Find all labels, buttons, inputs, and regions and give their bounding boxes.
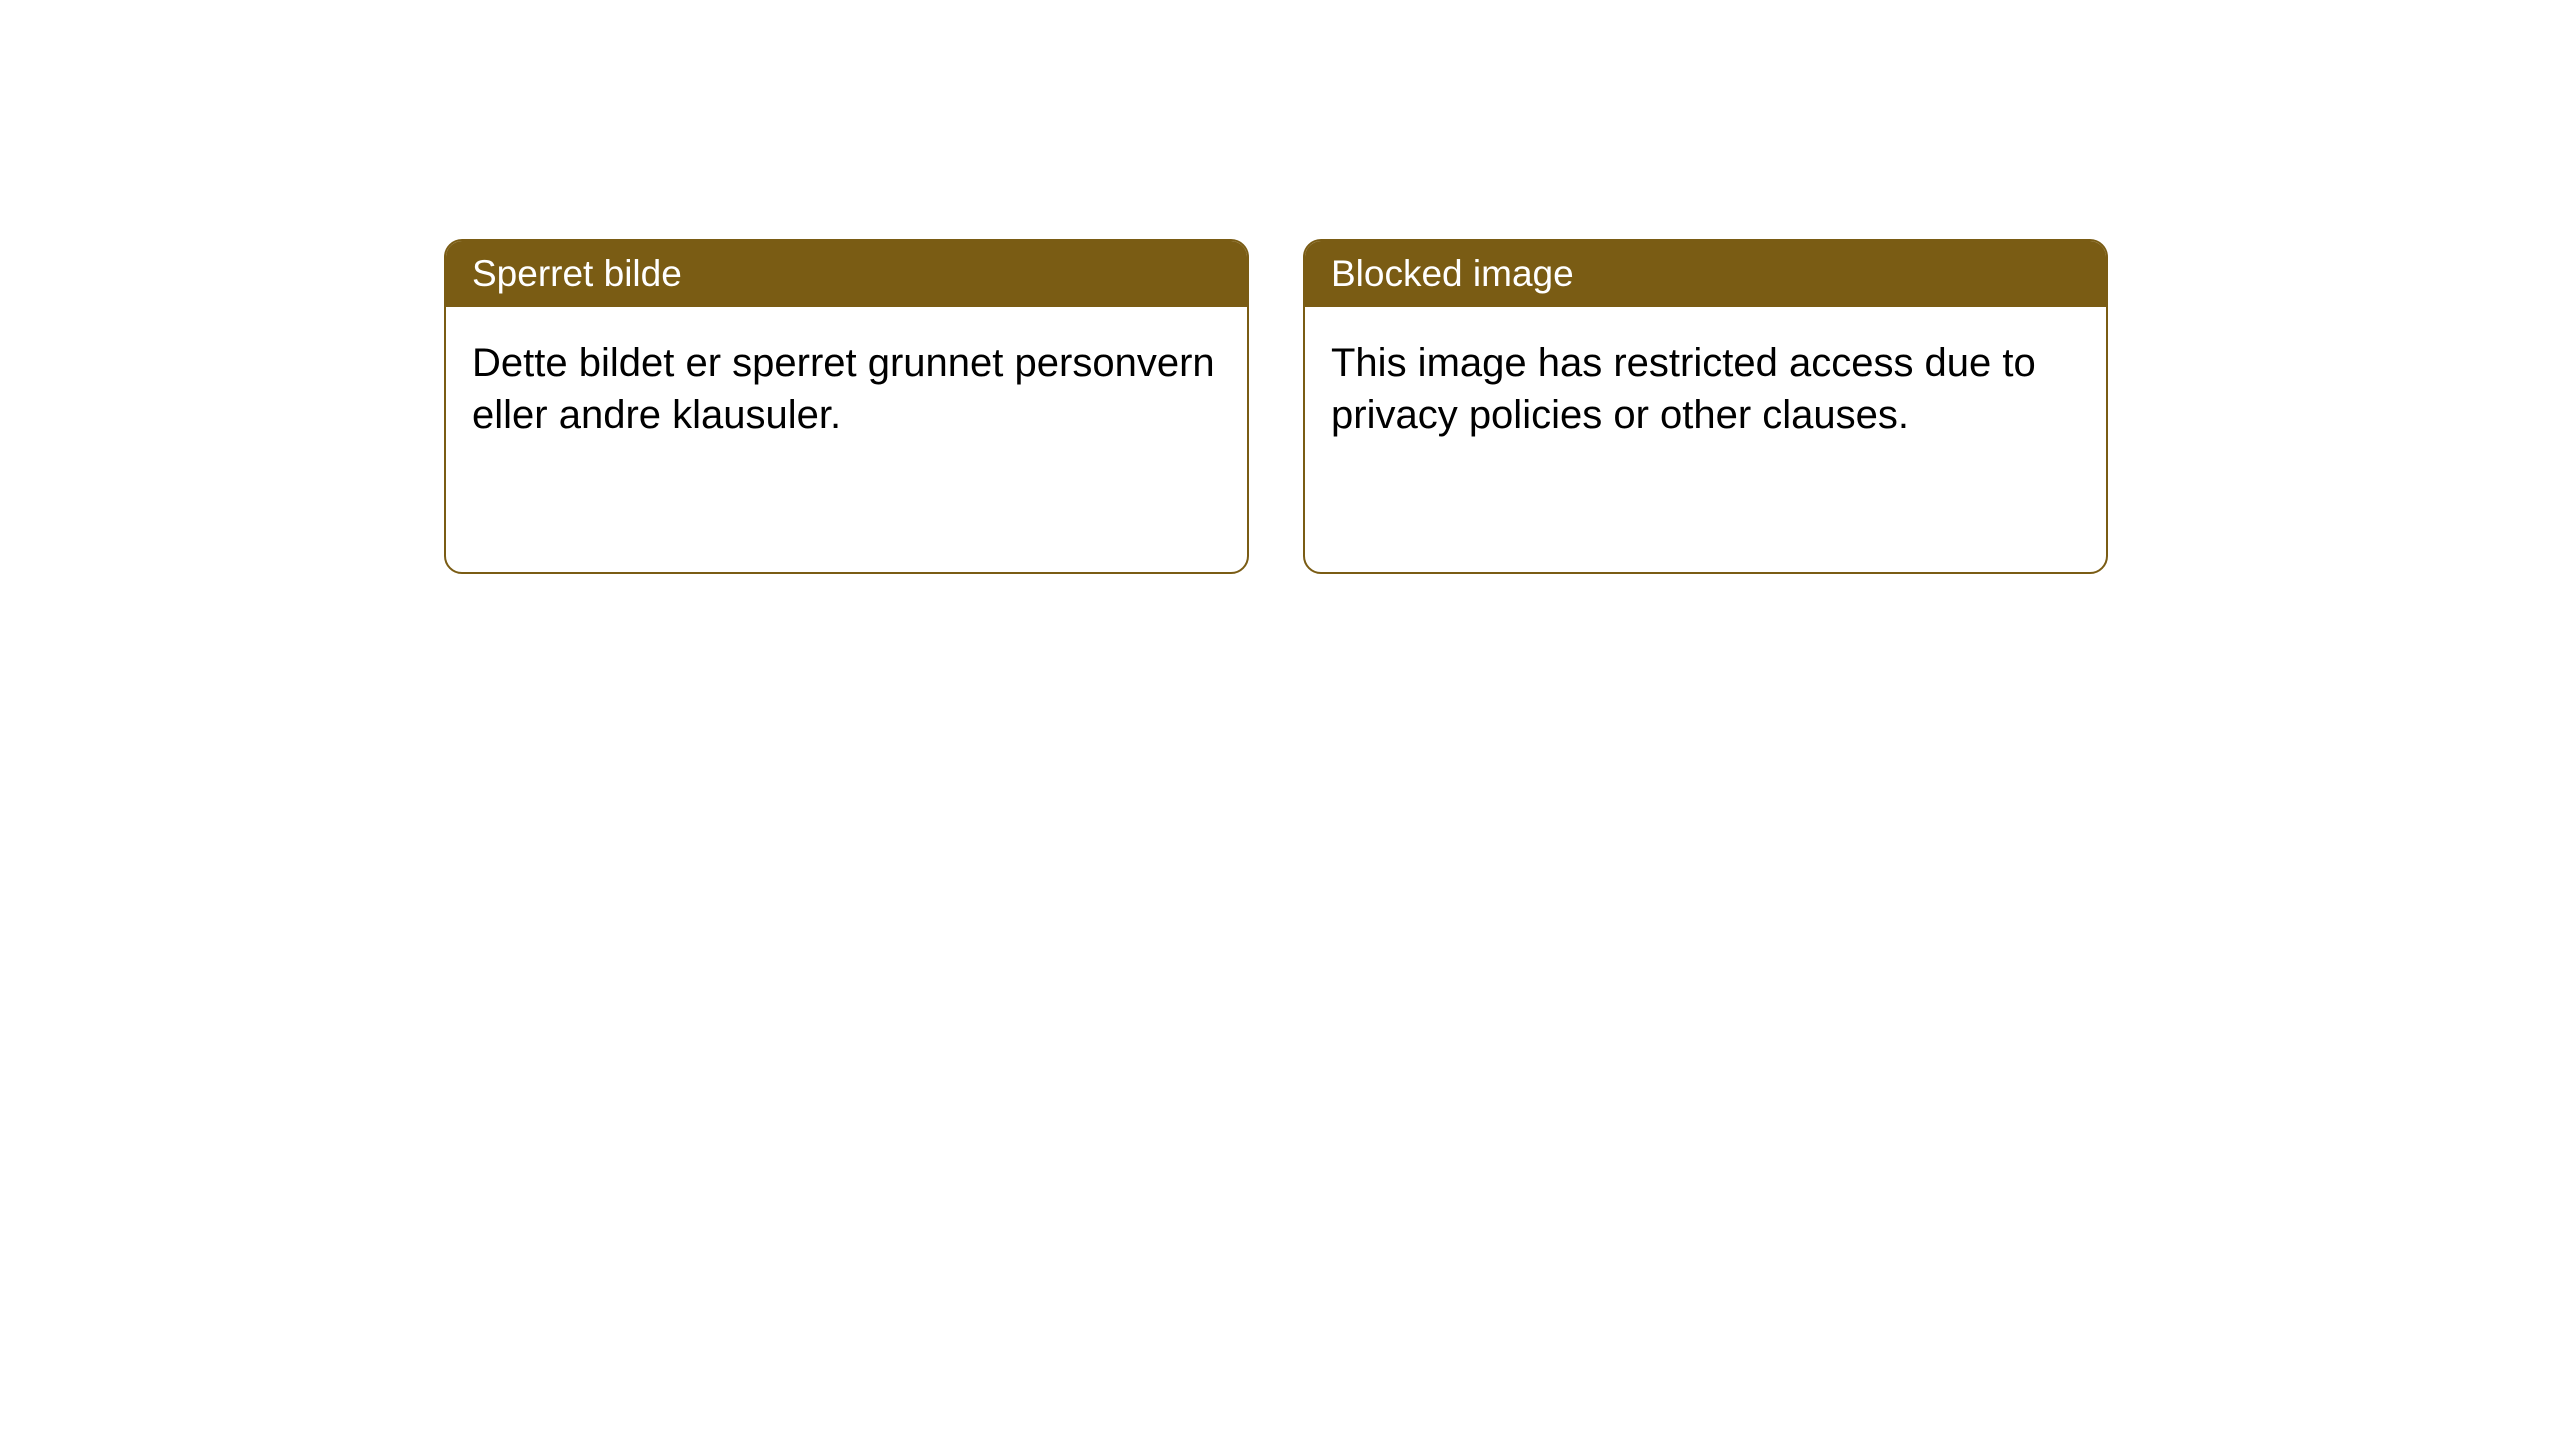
card-header-en: Blocked image: [1305, 241, 2106, 307]
blocked-image-card-en: Blocked image This image has restricted …: [1303, 239, 2108, 574]
blocked-image-card-no: Sperret bilde Dette bildet er sperret gr…: [444, 239, 1249, 574]
card-body-no: Dette bildet er sperret grunnet personve…: [446, 307, 1247, 471]
card-body-text: Dette bildet er sperret grunnet personve…: [472, 341, 1215, 437]
cards-container: Sperret bilde Dette bildet er sperret gr…: [444, 239, 2108, 574]
card-body-text: This image has restricted access due to …: [1331, 341, 2036, 437]
card-title: Blocked image: [1331, 253, 1574, 294]
card-title: Sperret bilde: [472, 253, 682, 294]
card-header-no: Sperret bilde: [446, 241, 1247, 307]
card-body-en: This image has restricted access due to …: [1305, 307, 2106, 471]
